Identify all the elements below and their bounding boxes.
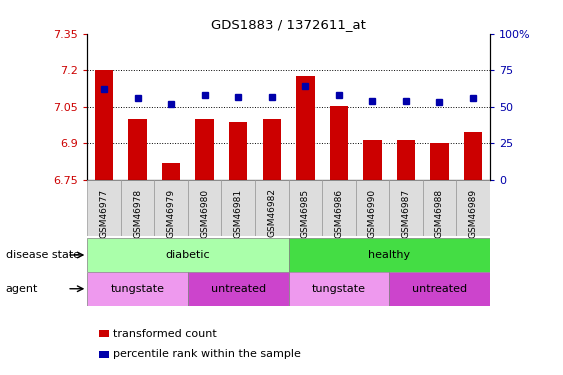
- Text: untreated: untreated: [412, 284, 467, 294]
- Bar: [87, 272, 188, 306]
- Bar: [162, 163, 180, 180]
- Text: GSM46981: GSM46981: [234, 188, 243, 238]
- Text: percentile rank within the sample: percentile rank within the sample: [113, 350, 301, 359]
- Bar: [128, 119, 147, 180]
- Bar: [389, 180, 423, 236]
- Bar: [188, 180, 221, 236]
- Bar: [221, 180, 255, 236]
- Text: GSM46980: GSM46980: [200, 188, 209, 238]
- Bar: [464, 132, 482, 180]
- Text: GSM46979: GSM46979: [167, 188, 176, 238]
- Text: tungstate: tungstate: [312, 284, 366, 294]
- Bar: [430, 144, 449, 180]
- Bar: [262, 119, 281, 180]
- Text: GSM46987: GSM46987: [401, 188, 410, 238]
- Text: agent: agent: [6, 284, 38, 294]
- Bar: [289, 238, 490, 272]
- Text: untreated: untreated: [211, 284, 266, 294]
- Title: GDS1883 / 1372611_at: GDS1883 / 1372611_at: [211, 18, 366, 31]
- Bar: [195, 119, 214, 180]
- Bar: [389, 272, 490, 306]
- Text: GSM46978: GSM46978: [133, 188, 142, 238]
- Text: GSM46986: GSM46986: [334, 188, 343, 238]
- Bar: [229, 122, 248, 180]
- Bar: [255, 180, 289, 236]
- Text: tungstate: tungstate: [110, 284, 164, 294]
- Bar: [121, 180, 154, 236]
- Bar: [154, 180, 188, 236]
- Text: GSM46988: GSM46988: [435, 188, 444, 238]
- Text: transformed count: transformed count: [113, 329, 217, 339]
- Bar: [289, 272, 389, 306]
- Bar: [87, 238, 289, 272]
- Text: GSM46989: GSM46989: [468, 188, 477, 238]
- Bar: [322, 180, 356, 236]
- Text: diabetic: diabetic: [166, 250, 210, 260]
- Bar: [356, 180, 389, 236]
- Text: GSM46990: GSM46990: [368, 188, 377, 238]
- Text: disease state: disease state: [6, 250, 80, 260]
- Bar: [289, 180, 322, 236]
- Bar: [95, 70, 113, 180]
- Bar: [296, 76, 315, 180]
- Bar: [363, 140, 382, 180]
- Bar: [397, 140, 415, 180]
- Bar: [188, 272, 289, 306]
- Bar: [87, 180, 121, 236]
- Text: GSM46985: GSM46985: [301, 188, 310, 238]
- Text: GSM46982: GSM46982: [267, 188, 276, 237]
- Bar: [329, 106, 348, 180]
- Bar: [423, 180, 456, 236]
- Bar: [456, 180, 490, 236]
- Text: GSM46977: GSM46977: [100, 188, 109, 238]
- Text: healthy: healthy: [368, 250, 410, 260]
